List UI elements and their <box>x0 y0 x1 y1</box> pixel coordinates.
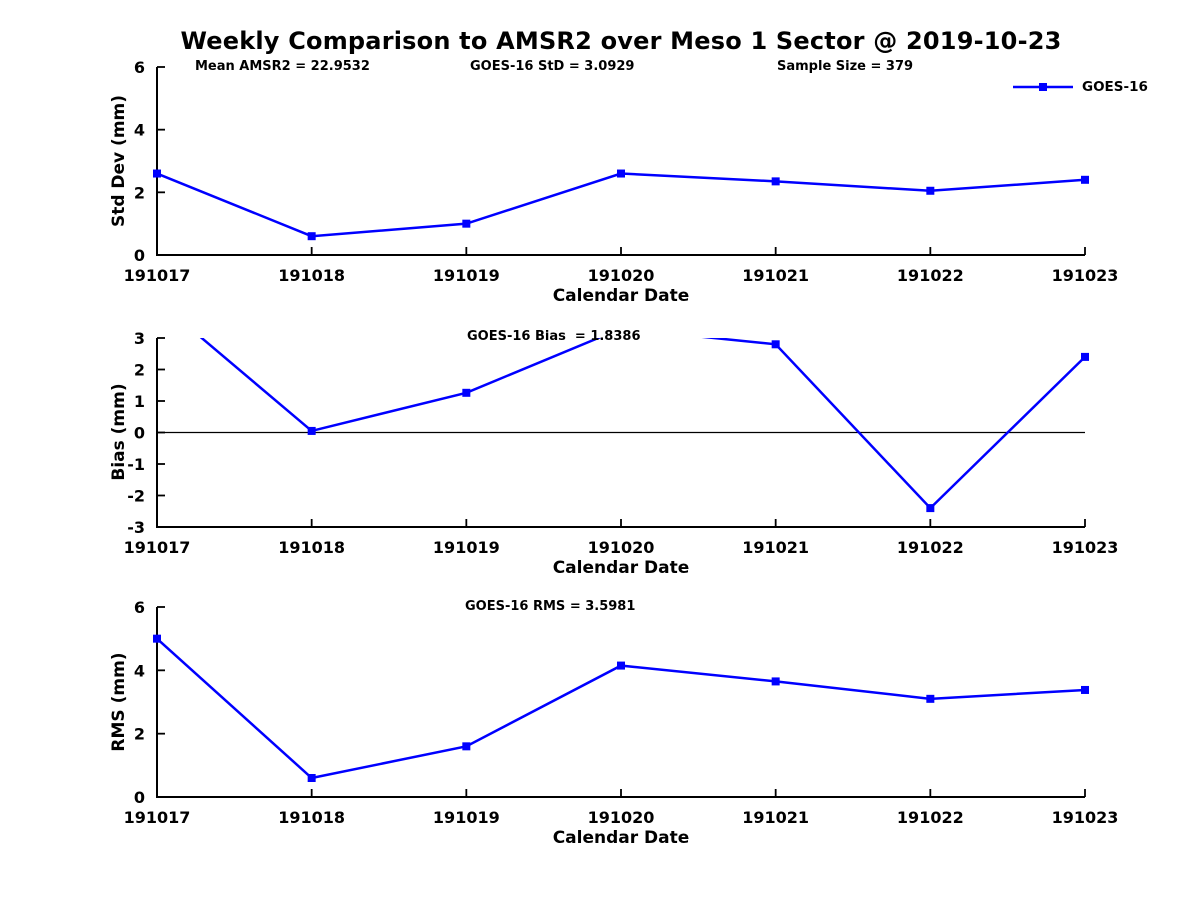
data-marker <box>617 661 625 670</box>
x-tick-label: 191019 <box>433 808 500 827</box>
legend: GOES-16 <box>1012 79 1148 95</box>
data-marker <box>462 219 471 228</box>
data-marker <box>926 186 935 195</box>
data-marker <box>771 677 780 686</box>
annotation-goes16-rms: GOES-16 RMS = 3.5981 <box>465 599 636 614</box>
axes-spines <box>156 67 1085 256</box>
data-marker <box>926 504 935 513</box>
x-tick-label: 191023 <box>1052 266 1119 285</box>
data-marker <box>617 169 625 178</box>
y-tick-label: 2 <box>134 725 145 744</box>
annotation-goes16-std: GOES-16 StD = 3.0929 <box>470 59 635 74</box>
x-tick-label: 191019 <box>433 538 500 557</box>
x-tick-label: 191023 <box>1052 808 1119 827</box>
y-tick-label: 2 <box>134 183 145 202</box>
series-GOES-16 <box>153 169 1089 241</box>
y-tick-label: -1 <box>127 455 145 474</box>
data-marker <box>153 169 161 178</box>
series-GOES-16 <box>153 634 1089 782</box>
data-marker <box>1081 685 1089 694</box>
data-marker <box>153 296 161 304</box>
x-tick-label: 191020 <box>588 538 655 557</box>
x-tick-label: 191017 <box>124 266 191 285</box>
data-marker <box>1081 175 1089 184</box>
data-marker <box>1081 352 1089 361</box>
bias-plot: -3 -2 -1 0 1 2 3 191017 191018 191019 191020 191021… <box>124 296 1119 557</box>
x-axis-label-calendar-date: Calendar Date <box>552 286 690 306</box>
y-tick-label: 4 <box>134 121 145 140</box>
data-marker <box>462 742 471 751</box>
legend-line-marker-icon <box>1013 83 1073 91</box>
x-tick-label: 191019 <box>433 266 500 285</box>
data-marker <box>153 634 161 643</box>
y-tick-label: 3 <box>134 329 145 348</box>
x-tick-label: 191022 <box>897 808 964 827</box>
annotation-mean-amsr2: Mean AMSR2 = 22.9532 <box>195 59 370 74</box>
legend-label: GOES-16 <box>1082 79 1148 95</box>
x-tick-label: 191017 <box>124 538 191 557</box>
x-axis-label-calendar-date: Calendar Date <box>552 558 690 578</box>
data-marker <box>307 426 316 435</box>
x-tick-label: 191017 <box>124 808 191 827</box>
data-marker <box>307 774 316 782</box>
data-marker <box>307 232 316 241</box>
y-axis-label-rms: RMS (mm) <box>109 652 129 752</box>
annotation-goes16-bias: GOES-16 Bias = 1.8386 <box>467 329 641 344</box>
x-tick-label: 191021 <box>742 538 809 557</box>
y-tick-label: -3 <box>127 518 145 537</box>
x-tick-label: 191021 <box>742 808 809 827</box>
y-tick-label: 1 <box>134 392 145 411</box>
series-GOES-16 <box>153 296 1089 513</box>
x-tick-label: 191018 <box>278 538 345 557</box>
x-tick-label: 191022 <box>897 538 964 557</box>
x-tick-label: 191021 <box>742 266 809 285</box>
figure-title: Weekly Comparison to AMSR2 over Meso 1 S… <box>180 27 1062 55</box>
y-tick-label: -2 <box>127 487 145 506</box>
annotation-sample-size: Sample Size = 379 <box>777 59 914 74</box>
data-marker <box>771 177 780 186</box>
y-tick-label: 4 <box>134 661 145 680</box>
data-line <box>156 172 1086 238</box>
y-axis-label-std-dev: Std Dev (mm) <box>109 94 129 228</box>
data-marker <box>771 340 780 349</box>
data-marker <box>926 694 935 703</box>
std-dev-plot: 0 2 4 6 191017 191018 191019 191020 191021 191022… <box>124 58 1119 285</box>
y-tick-label: 0 <box>134 424 145 443</box>
rms-plot: 0 2 4 6 191017 191018 191019 191020 191021 191022… <box>124 598 1119 827</box>
y-tick-label: 6 <box>134 598 145 617</box>
data-marker <box>462 388 471 397</box>
axes-spines <box>156 607 1085 798</box>
y-axis-label-bias: Bias (mm) <box>109 383 129 481</box>
y-tick-label: 0 <box>134 788 145 807</box>
y-tick-label: 6 <box>134 58 145 77</box>
x-tick-label: 191020 <box>588 266 655 285</box>
x-tick-label: 191018 <box>278 808 345 827</box>
y-tick-label: 0 <box>134 246 145 265</box>
data-line <box>156 637 1086 780</box>
x-tick-label: 191022 <box>897 266 964 285</box>
x-tick-label: 191020 <box>588 808 655 827</box>
x-tick-label: 191018 <box>278 266 345 285</box>
x-tick-label: 191023 <box>1052 538 1119 557</box>
x-axis-label-calendar-date: Calendar Date <box>552 828 690 848</box>
y-tick-label: 2 <box>134 361 145 380</box>
